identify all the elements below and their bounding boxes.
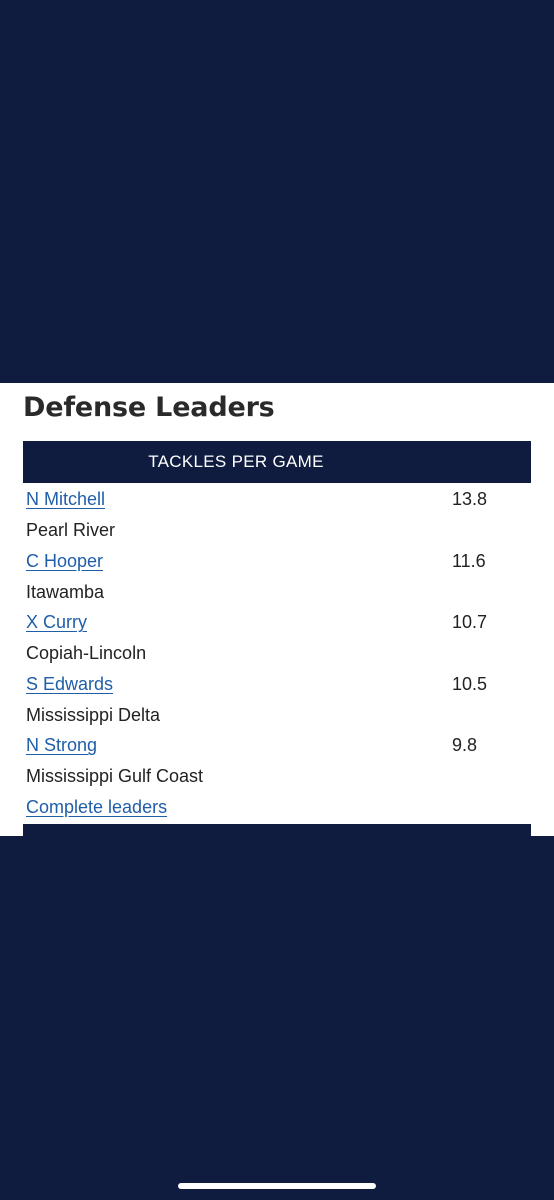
team-name: Pearl River	[26, 520, 116, 540]
table-footer	[23, 824, 531, 836]
leader-row: C Hooper 11.6 Itawamba	[26, 548, 496, 608]
leader-row: N Strong 9.8 Mississippi Gulf Coast	[26, 732, 496, 792]
team-name: Mississippi Delta	[26, 705, 161, 725]
complete-leaders-link[interactable]: Complete leaders	[26, 797, 168, 817]
player-link[interactable]: N Mitchell	[26, 489, 106, 509]
team-name: Itawamba	[26, 582, 105, 602]
team-name: Copiah-Lincoln	[26, 643, 147, 663]
stat-value: 9.8	[452, 735, 478, 755]
player-link[interactable]: X Curry	[26, 612, 88, 632]
stat-value: 13.8	[452, 489, 488, 509]
stat-value: 10.5	[452, 674, 488, 694]
leader-row: N Mitchell 13.8 Pearl River	[26, 486, 496, 546]
defense-leaders-panel: Defense Leaders TACKLES PER GAME N Mitch…	[0, 383, 554, 836]
player-link[interactable]: C Hooper	[26, 551, 104, 571]
player-link[interactable]: N Strong	[26, 735, 98, 755]
home-indicator[interactable]	[178, 1183, 376, 1189]
section-title: Defense Leaders	[23, 392, 275, 423]
leader-row: S Edwards 10.5 Mississippi Delta	[26, 671, 496, 731]
stat-value: 10.7	[452, 612, 488, 632]
table-header: TACKLES PER GAME	[23, 441, 531, 483]
leader-row: X Curry 10.7 Copiah-Lincoln	[26, 609, 496, 669]
team-name: Mississippi Gulf Coast	[26, 766, 204, 786]
player-link[interactable]: S Edwards	[26, 674, 114, 694]
category-header: TACKLES PER GAME	[148, 452, 324, 471]
stat-value: 11.6	[452, 551, 486, 571]
